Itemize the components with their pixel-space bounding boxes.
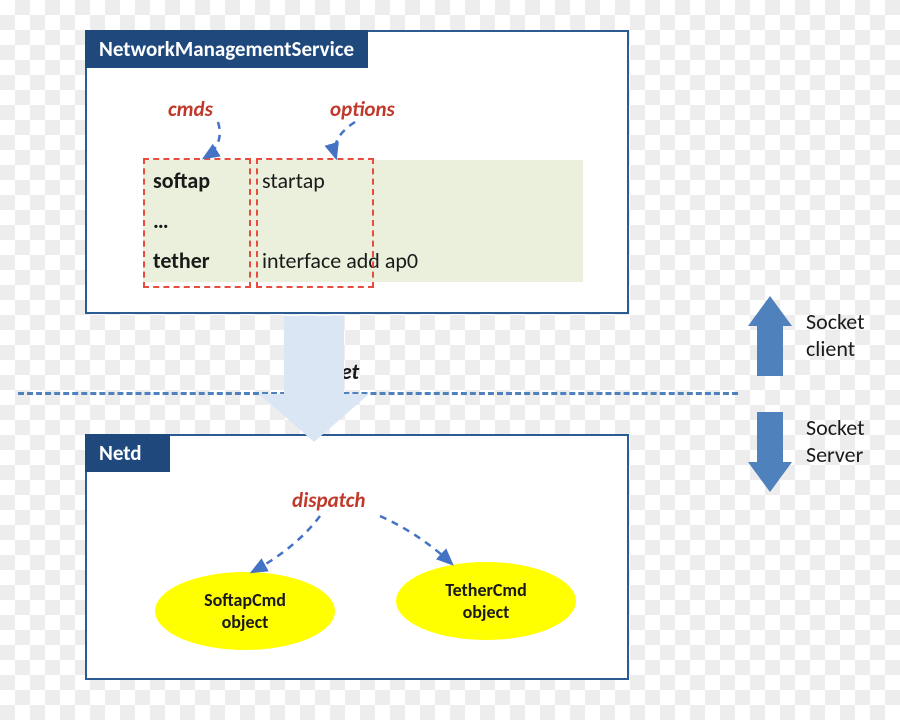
options-dashed-box xyxy=(256,158,374,288)
cmds-dashed-box xyxy=(143,158,251,288)
options-label: options xyxy=(330,96,395,122)
tethercmd-ellipse: TetherCmd object xyxy=(396,562,576,640)
socket-divider xyxy=(18,392,738,395)
nms-title-bar: NetworkManagementService xyxy=(85,30,368,68)
socket-client-label: Socket client xyxy=(806,308,865,362)
softapcmd-ellipse: SoftapCmd object xyxy=(155,572,335,650)
nms-title-text: NetworkManagementService xyxy=(99,36,354,62)
netd-title-text: Netd xyxy=(99,440,142,466)
dispatch-label: dispatch xyxy=(292,487,365,513)
client-arrow-up-icon xyxy=(748,296,792,376)
socket-server-label: Socket Server xyxy=(806,414,865,468)
netd-title-bar: Netd xyxy=(85,434,170,472)
cmds-label: cmds xyxy=(168,96,213,122)
socket-label: Socket xyxy=(300,358,359,385)
server-arrow-down-icon xyxy=(748,412,792,492)
